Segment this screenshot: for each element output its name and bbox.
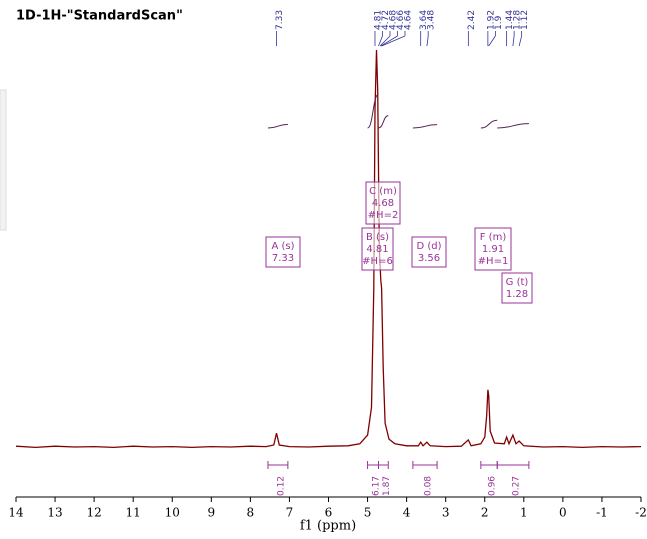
multiplet-label: G (t)	[506, 277, 529, 288]
multiplet-h: #H=2	[368, 210, 399, 221]
multiplet-h: #H=6	[362, 256, 393, 267]
x-tick-label: 11	[126, 506, 141, 520]
peak-label-group: 4.81	[373, 10, 383, 30]
peak-label: 4.66	[396, 10, 406, 30]
multiplet-shift: 1.28	[506, 289, 528, 300]
multiplet-shift: 7.33	[272, 253, 294, 264]
integral-label: 0.27	[512, 476, 522, 496]
x-tick-label: 7	[286, 506, 294, 520]
peak-label-group: 3.64	[419, 10, 429, 30]
integral-label-group: 6.17	[372, 476, 382, 496]
peak-label-group: 3.48	[427, 10, 437, 30]
peak-label: 1.92	[486, 10, 496, 30]
peak-label-group: 4.68	[388, 10, 398, 30]
peak-label-group: 4.72	[381, 10, 391, 30]
integral-curve	[378, 115, 389, 129]
x-axis-label: f1 (ppm)	[300, 519, 356, 534]
x-tick-label: 3	[442, 506, 450, 520]
integral-label: 0.12	[276, 476, 286, 496]
multiplet-h: #H=1	[478, 256, 509, 267]
integral-label-group: 0.12	[276, 476, 286, 496]
peak-label: 1.9	[494, 15, 504, 30]
integral-curve	[367, 93, 379, 129]
x-tick-label: 6	[325, 506, 333, 520]
x-tick-label: 14	[8, 506, 24, 520]
x-tick-label: 2	[481, 506, 489, 520]
peak-label: 4.72	[381, 10, 391, 30]
peak-label-group: 1.92	[486, 10, 496, 30]
multiplet-shift: 4.81	[366, 244, 388, 255]
peak-label: 2.42	[467, 10, 477, 30]
multiplet-shift: 1.91	[482, 244, 504, 255]
peak-label: 1.28	[513, 10, 523, 30]
chart-title: 1D-1H-"StandardScan"	[16, 9, 183, 24]
peak-label-group: 2.42	[467, 10, 477, 30]
integral-curve	[497, 123, 529, 129]
peak-leader	[512, 35, 515, 47]
spectrum-line	[15, 49, 642, 449]
x-tick-label: 1	[520, 506, 528, 520]
peak-label-group: 1.12	[520, 10, 530, 30]
peak-label: 3.48	[427, 10, 437, 30]
peak-label: 4.68	[388, 10, 398, 30]
x-tick-label: 0	[559, 506, 567, 520]
multiplet-box	[474, 227, 512, 271]
multiplet-shift: 4.68	[372, 198, 394, 209]
peak-label-group: 4.66	[396, 10, 406, 30]
multiplet-box	[265, 236, 301, 268]
integral-label-group: 0.96	[488, 476, 498, 496]
peak-leader	[426, 35, 429, 47]
peak-label: 4.64	[403, 10, 413, 30]
peak-label: 4.81	[373, 10, 383, 30]
integral-label: 1.87	[382, 476, 392, 496]
multiplet-box	[365, 181, 401, 225]
x-tick-label: 5	[364, 506, 372, 520]
side-panel	[0, 89, 7, 231]
x-tick-label: -1	[596, 506, 608, 520]
multiplet-label: A (s)	[271, 241, 294, 252]
x-tick-label: 13	[47, 506, 62, 520]
multiplet-shift: 3.56	[418, 253, 440, 264]
peak-leader	[488, 35, 496, 47]
integral-label-group: 1.87	[382, 476, 392, 496]
peak-leader	[378, 35, 383, 47]
peak-label: 3.64	[419, 10, 429, 30]
multiplet-box	[411, 236, 447, 268]
multiplet-box	[361, 227, 394, 271]
integral-curve	[412, 124, 438, 129]
integral-curve	[480, 119, 498, 129]
integral-label: 6.17	[372, 476, 382, 496]
multiplet-label: B (s)	[366, 232, 389, 243]
integral-label: 0.96	[488, 476, 498, 496]
peak-label-group: 1.28	[513, 10, 523, 30]
x-tick-label: 4	[403, 506, 411, 520]
peak-leader	[380, 35, 398, 47]
x-tick-label: -2	[635, 506, 647, 520]
peak-label-group: 7.33	[275, 10, 285, 30]
peak-leader	[518, 35, 523, 47]
multiplet-label: D (d)	[416, 241, 441, 252]
peak-leader	[381, 35, 406, 47]
integral-label-group: 0.27	[512, 476, 522, 496]
x-tick-label: 9	[207, 506, 215, 520]
integral-curve	[267, 123, 288, 129]
multiplet-label: F (m)	[480, 232, 507, 243]
peak-label: 1.12	[520, 10, 530, 30]
integral-label-group: 0.08	[423, 476, 433, 496]
multiplet-box	[501, 272, 533, 304]
x-tick-label: 8	[247, 506, 255, 520]
peak-label: 1.44	[505, 10, 515, 30]
peak-label: 7.33	[275, 10, 285, 30]
multiplet-label: C (m)	[369, 186, 397, 197]
x-tick-label: 10	[165, 506, 180, 520]
peak-label-group: 1.44	[505, 10, 515, 30]
peak-label-group: 1.9	[494, 15, 504, 30]
x-tick-label: 12	[86, 506, 101, 520]
peak-label-group: 4.64	[403, 10, 413, 30]
peak-leader	[379, 35, 391, 47]
integral-label: 0.08	[423, 476, 433, 496]
